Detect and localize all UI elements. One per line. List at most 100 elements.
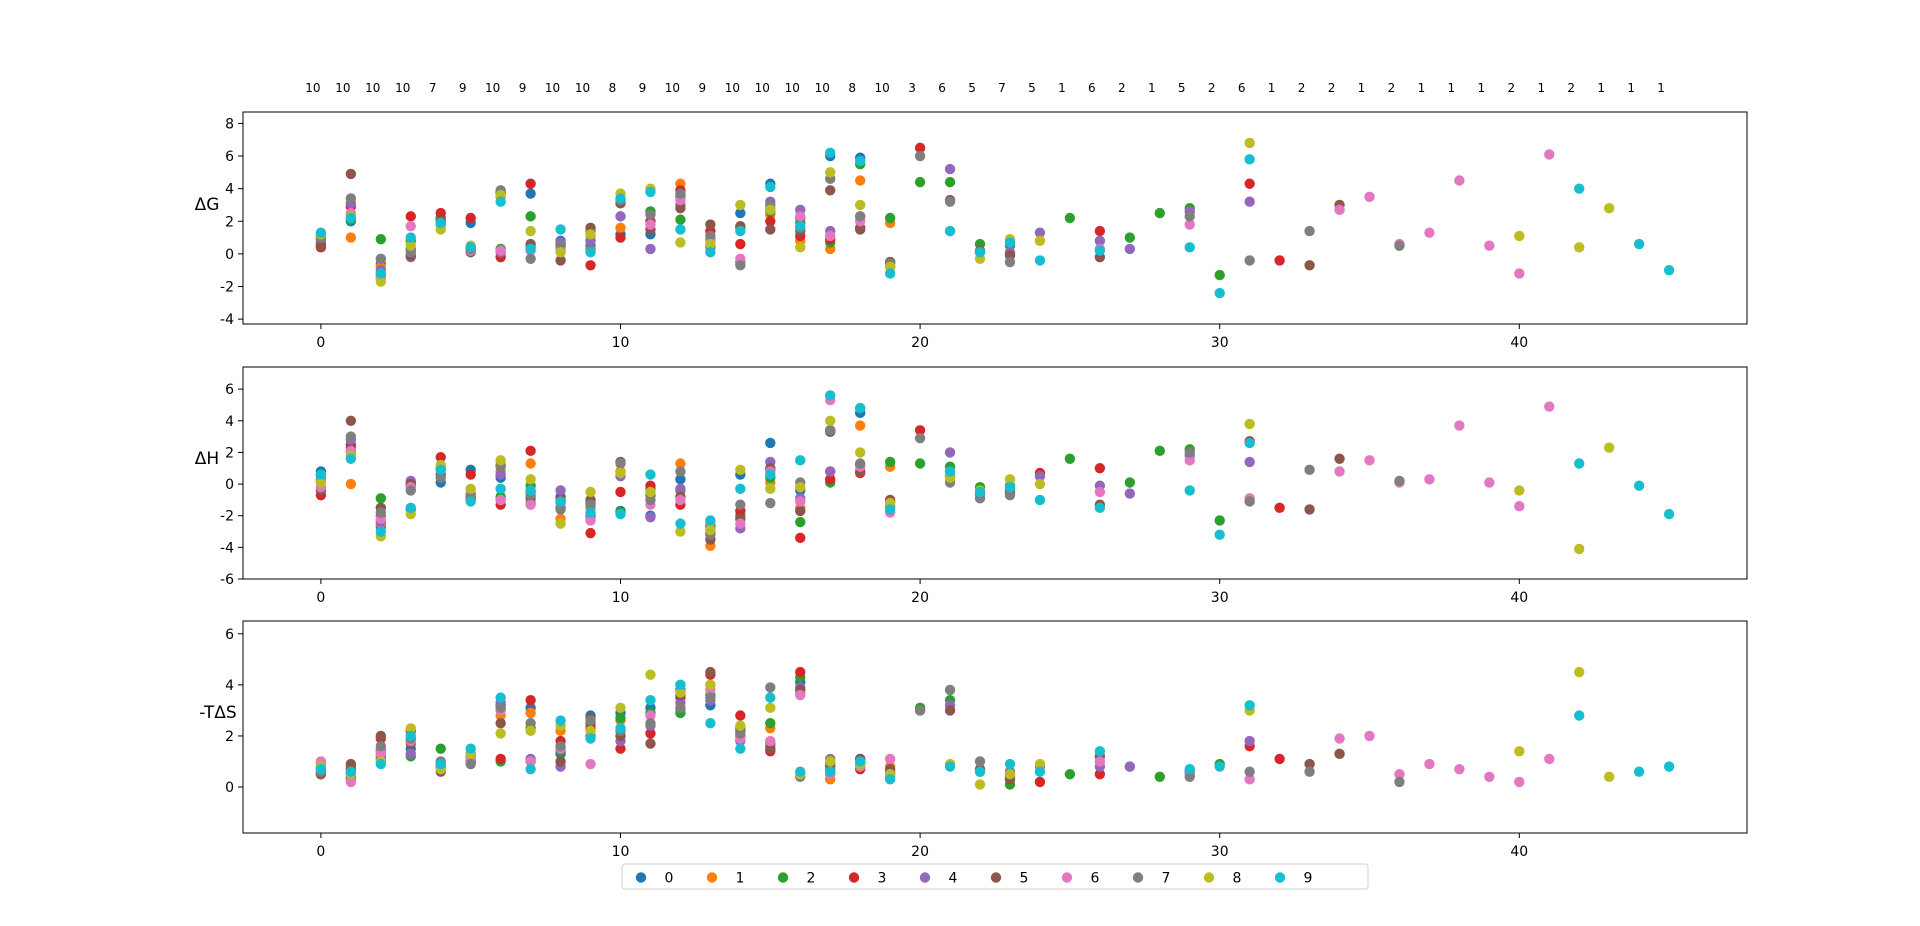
- legend-marker-9: [1274, 872, 1286, 883]
- sample-count-label: 8: [848, 81, 856, 95]
- legend-label: 2: [807, 871, 816, 887]
- data-point-series-7: [615, 458, 626, 469]
- data-point-series-3: [525, 694, 536, 706]
- data-point-series-8: [735, 199, 746, 211]
- data-point-series-9: [345, 766, 357, 777]
- data-point-series-6: [1184, 219, 1195, 230]
- sample-count-label: 1: [1597, 81, 1605, 95]
- data-point-series-9: [1663, 761, 1675, 772]
- data-point-series-9: [1034, 766, 1046, 777]
- data-point-series-7: [825, 425, 836, 436]
- sample-count-label: 10: [785, 81, 800, 95]
- data-point-series-8: [1514, 230, 1525, 242]
- data-point-series-9: [1244, 437, 1255, 449]
- data-point-series-6: [345, 776, 357, 788]
- y-tick-label: 0: [225, 780, 234, 796]
- data-point-series-8: [765, 702, 776, 714]
- x-tick-label: 40: [1510, 844, 1528, 860]
- sample-count-label: 2: [1507, 81, 1515, 95]
- data-point-series-2: [1064, 212, 1076, 224]
- data-point-series-9: [1214, 761, 1225, 772]
- data-point-series-5: [1334, 453, 1345, 464]
- data-point-series-7: [675, 702, 686, 714]
- data-point-series-6: [884, 753, 896, 765]
- data-point-series-7: [645, 494, 656, 506]
- data-point-series-8: [1034, 758, 1046, 770]
- data-point-series-9: [525, 485, 536, 496]
- data-point-series-9: [645, 186, 656, 198]
- sample-count-label: 10: [575, 81, 590, 95]
- data-point-series-6: [1454, 175, 1465, 186]
- data-point-series-6: [735, 518, 746, 529]
- legend-marker-3: [848, 872, 860, 883]
- data-point-series-6: [1364, 730, 1375, 742]
- data-point-series-1: [854, 175, 866, 186]
- sample-count-label: 10: [755, 81, 770, 95]
- data-point-series-2: [914, 458, 926, 469]
- data-point-series-3: [645, 728, 656, 739]
- data-point-series-8: [765, 204, 776, 216]
- data-point-series-7: [944, 196, 956, 207]
- data-point-series-9: [525, 763, 536, 775]
- data-point-series-9: [435, 464, 446, 476]
- data-point-series-4: [1124, 761, 1136, 772]
- data-point-series-7: [345, 193, 357, 204]
- data-point-series-9: [1214, 529, 1225, 540]
- data-point-series-7: [525, 717, 536, 729]
- data-point-series-7: [555, 504, 566, 515]
- data-point-series-7: [1394, 475, 1405, 487]
- x-tick-label: 30: [1211, 590, 1229, 606]
- data-point-series-4: [1124, 243, 1136, 255]
- sample-count-label: 6: [938, 81, 946, 95]
- data-point-series-9: [1034, 255, 1046, 266]
- data-point-series-2: [1214, 269, 1225, 281]
- data-point-series-9: [375, 758, 387, 770]
- data-point-series-7: [705, 692, 716, 703]
- data-point-series-2: [884, 212, 896, 224]
- data-point-series-9: [675, 518, 686, 529]
- data-point-series-8: [375, 276, 387, 287]
- x-tick-label: 10: [612, 844, 630, 860]
- data-point-series-5: [795, 505, 806, 517]
- data-point-series-9: [585, 507, 596, 518]
- data-point-series-7: [405, 485, 416, 496]
- x-tick-label: 0: [316, 844, 325, 860]
- data-point-series-6: [1424, 758, 1435, 770]
- data-point-series-9: [944, 761, 956, 772]
- data-point-series-2: [1154, 771, 1165, 783]
- data-point-series-5: [1304, 758, 1315, 770]
- data-point-series-9: [1184, 242, 1195, 253]
- sample-count-label: 7: [998, 81, 1006, 95]
- data-point-series-9: [1663, 508, 1675, 520]
- data-point-series-7: [1304, 464, 1315, 476]
- data-point-series-9: [645, 469, 656, 480]
- data-point-series-3: [615, 486, 626, 498]
- data-point-series-9: [1633, 238, 1645, 250]
- data-point-series-9: [1184, 485, 1195, 496]
- data-point-series-6: [1334, 466, 1345, 477]
- data-point-series-8: [1603, 203, 1615, 214]
- data-point-series-9: [315, 227, 327, 238]
- y-tick-label: 6: [225, 627, 234, 643]
- data-point-series-8: [825, 756, 836, 767]
- data-point-series-6: [1334, 204, 1345, 216]
- data-point-series-9: [705, 247, 716, 258]
- data-point-series-3: [435, 451, 446, 463]
- sample-count-label: 9: [519, 81, 527, 95]
- x-tick-label: 30: [1211, 844, 1229, 860]
- sample-count-label: 1: [1418, 81, 1426, 95]
- data-point-series-9: [615, 723, 626, 734]
- sample-count-label: 7: [429, 81, 437, 95]
- data-point-series-7: [435, 472, 446, 483]
- data-point-series-9: [405, 730, 416, 742]
- data-point-series-9: [615, 193, 626, 204]
- data-point-series-9: [1214, 287, 1225, 299]
- data-point-series-9: [1004, 482, 1016, 493]
- data-point-series-3: [495, 753, 506, 765]
- legend-label: 7: [1162, 871, 1171, 887]
- sample-count-row: 10 10 10 10 7 9 10 9 10 10 8 9 10 9 10 10 10 10 8 10 3 6 5 7 5 1 6…: [305, 81, 1665, 95]
- data-point-series-7: [1184, 771, 1195, 783]
- legend: 0 1 2 3 4 5 6 7 8 9: [621, 863, 1369, 890]
- sample-count-label: 1: [1657, 81, 1665, 95]
- data-point-series-1: [615, 222, 626, 233]
